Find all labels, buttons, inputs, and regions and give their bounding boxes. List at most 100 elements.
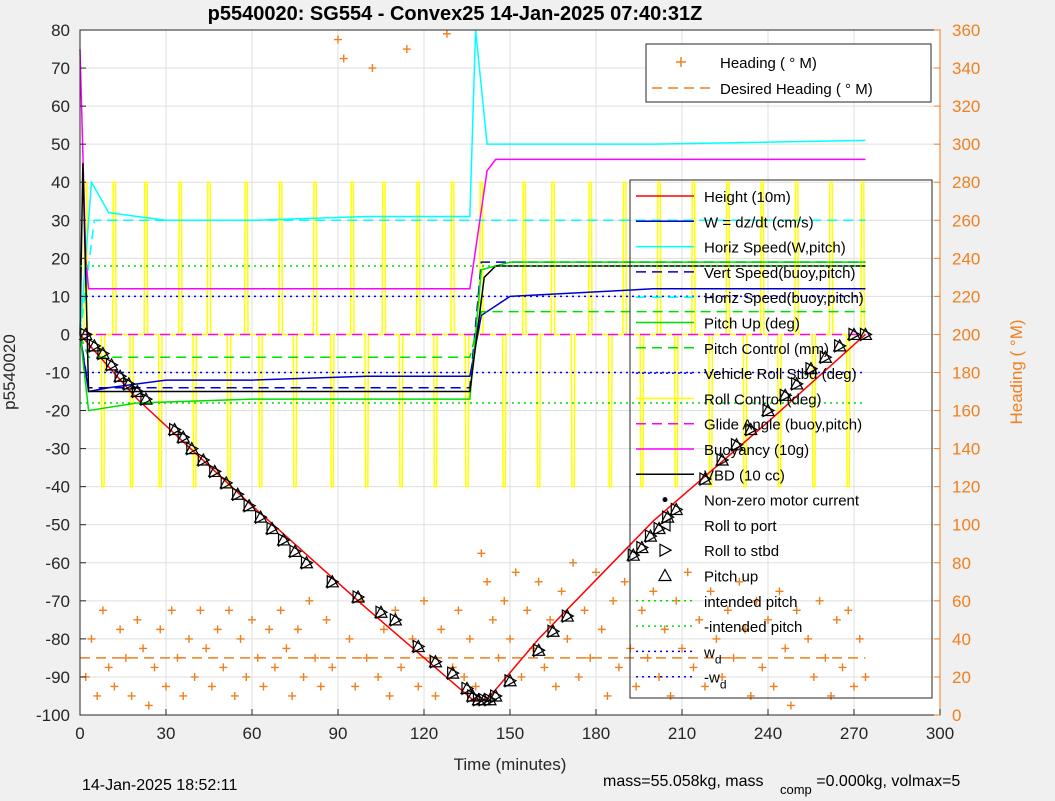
heading-point-92 bbox=[609, 596, 618, 605]
roll-marker-25 bbox=[412, 639, 426, 654]
legend-main-label-sub-19: d bbox=[720, 678, 727, 692]
pitch-up-marker-44 bbox=[697, 471, 712, 485]
roll-marker-55 bbox=[859, 327, 873, 342]
heading-point-123 bbox=[786, 701, 795, 710]
heading-point-122 bbox=[781, 644, 790, 653]
heading-point-10 bbox=[139, 644, 148, 653]
legend-main-label-8: Roll Control (deg) bbox=[704, 391, 822, 408]
heading-point-13 bbox=[156, 625, 165, 634]
pitch-up-marker-49 bbox=[778, 388, 793, 401]
pitch-up-marker-46 bbox=[729, 437, 744, 451]
roll-marker-33 bbox=[490, 688, 503, 703]
y-right-tick-label-3: 60 bbox=[952, 592, 971, 611]
heading-point-107 bbox=[695, 615, 704, 624]
roll-marker-34 bbox=[504, 673, 518, 688]
y-tick-label-13: 30 bbox=[51, 211, 70, 230]
heading-point-131 bbox=[832, 615, 841, 624]
heading-point-109 bbox=[706, 587, 715, 596]
heading-point-67 bbox=[465, 634, 474, 643]
pitch-up-marker-11 bbox=[196, 452, 211, 466]
roll-marker-23 bbox=[375, 605, 389, 620]
pitch-up-marker-13 bbox=[219, 475, 234, 489]
heading-point-93 bbox=[614, 663, 623, 672]
legend-main-label-14: Roll to stbd bbox=[704, 543, 779, 560]
pitch-up-marker-4 bbox=[113, 369, 128, 382]
legend-main-box bbox=[629, 179, 933, 699]
series-2 bbox=[79, 29, 866, 335]
roll-marker-5 bbox=[123, 376, 136, 391]
pitch-up-marker-42 bbox=[660, 509, 675, 523]
heading-point-114 bbox=[735, 577, 744, 586]
heading-point-1 bbox=[87, 634, 96, 643]
y-right-tick-label-16: 320 bbox=[952, 97, 980, 116]
y-right-tick-label-10: 200 bbox=[952, 325, 980, 344]
pitch-up-marker-54 bbox=[846, 327, 862, 341]
heading-point-97 bbox=[637, 606, 646, 615]
heading-point-31 bbox=[259, 682, 268, 691]
pitch-up-marker-23 bbox=[373, 604, 389, 618]
heading-point-2 bbox=[93, 691, 102, 700]
pitch-up-marker-41 bbox=[652, 521, 667, 535]
x-tick-label-9: 270 bbox=[840, 724, 868, 743]
heading-point-20 bbox=[196, 606, 205, 615]
y-tick-label-10: 0 bbox=[61, 325, 70, 344]
roll-marker-12 bbox=[209, 464, 222, 479]
y-tick-label-3: -70 bbox=[45, 592, 70, 611]
pitch-up-marker-53 bbox=[832, 338, 847, 352]
pitch-up-marker-10 bbox=[184, 441, 199, 455]
heading-point-26 bbox=[230, 691, 239, 700]
heading-point-62 bbox=[437, 625, 446, 634]
legend-main-label-text-2: Horiz Speed(W,pitch) bbox=[704, 240, 846, 257]
roll-marker-7 bbox=[140, 392, 154, 407]
legend-main-swatch-12 bbox=[662, 497, 668, 503]
heading-point-119 bbox=[764, 615, 772, 624]
heading-point-105 bbox=[683, 568, 692, 577]
pitch-up-marker-33 bbox=[488, 688, 503, 702]
pitch-up-marker-22 bbox=[351, 589, 366, 603]
heading-point-69 bbox=[477, 549, 486, 558]
roll-marker-40 bbox=[644, 529, 658, 544]
heading-point-66 bbox=[460, 672, 469, 681]
heading-point-5 bbox=[110, 682, 119, 691]
pitch-up-marker-27 bbox=[445, 665, 460, 679]
heading-point-133 bbox=[844, 606, 853, 615]
heading-point-112 bbox=[723, 606, 732, 615]
heading-point-46 bbox=[345, 634, 354, 643]
x-tick-label-5: 150 bbox=[496, 724, 524, 743]
heading-point-59 bbox=[420, 596, 428, 605]
heading-point-12 bbox=[150, 663, 159, 672]
x-tick-label-4: 120 bbox=[410, 724, 438, 743]
heading-point-106 bbox=[689, 663, 698, 672]
pitch-up-marker-1 bbox=[87, 338, 102, 352]
y-right-tick-label-2: 40 bbox=[952, 630, 971, 649]
heading-point-6 bbox=[116, 625, 125, 634]
y-tick-label-4: -60 bbox=[45, 554, 70, 573]
y-tick-label-14: 40 bbox=[51, 173, 70, 192]
heading-point-36 bbox=[288, 691, 297, 700]
roll-marker-24 bbox=[389, 612, 403, 627]
y-tick-label-0: -100 bbox=[36, 706, 70, 725]
heading-point-33 bbox=[270, 663, 279, 672]
roll-marker-14 bbox=[232, 487, 245, 502]
legend-main-label-text-7: Vehicle Roll Stbd (deg) bbox=[704, 366, 857, 383]
pitch-up-marker-52 bbox=[818, 350, 833, 363]
y-right-tick-label-6: 120 bbox=[952, 478, 980, 497]
legend-main-label-text-9: Glide Angle (buoy,pitch) bbox=[704, 417, 862, 434]
legend-main-label-text-12: Non-zero motor current bbox=[704, 493, 860, 510]
y-right-tick-label-18: 360 bbox=[952, 21, 980, 40]
heading-point-18 bbox=[184, 634, 193, 643]
roll-marker-22 bbox=[352, 590, 366, 605]
marker-layer bbox=[78, 327, 873, 707]
roll-marker-54 bbox=[848, 327, 862, 342]
y-right-tick-label-12: 240 bbox=[952, 249, 980, 268]
roll-marker-37 bbox=[561, 609, 575, 624]
series-1 bbox=[79, 288, 866, 393]
y-tick-label-9: -10 bbox=[45, 364, 70, 383]
heading-point-132 bbox=[838, 663, 847, 672]
footer-mass-sub: comp bbox=[780, 782, 812, 797]
heading-point-83 bbox=[557, 587, 566, 596]
legend-top-label-0: Heading ( ° M) bbox=[720, 55, 817, 72]
legend-main-label-5: Pitch Up (deg) bbox=[704, 316, 800, 333]
legend-main-label-18: wd bbox=[703, 644, 722, 666]
pitch-up-marker-32 bbox=[482, 692, 497, 706]
